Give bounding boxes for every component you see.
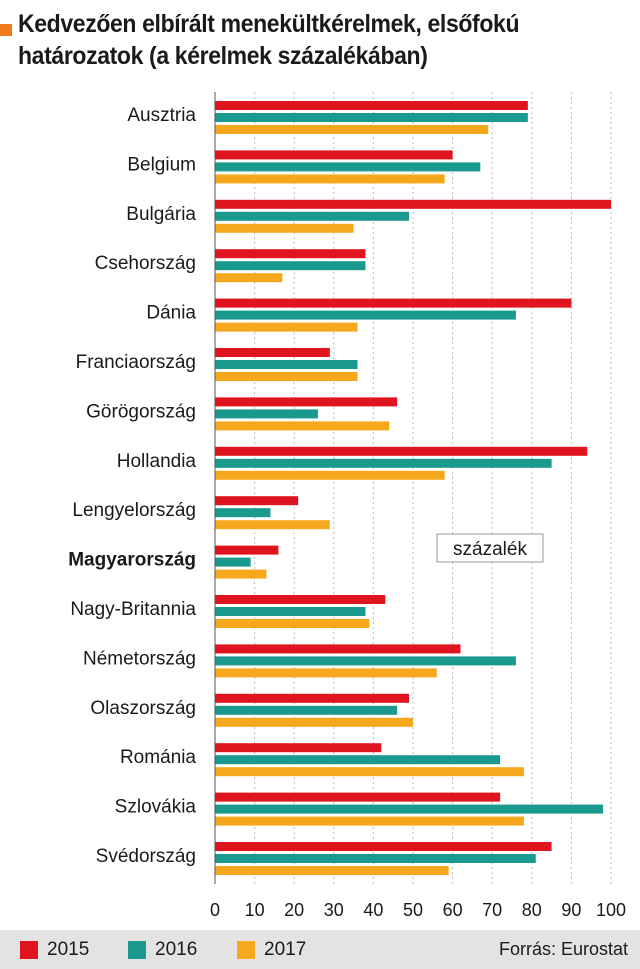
bar-2016-7 [215, 458, 552, 468]
chart-title: Kedvezően elbírált menekültkérelmek, els… [18, 10, 520, 70]
category-label: Ausztria [127, 105, 196, 126]
bar-2016-4 [215, 310, 516, 320]
bar-chart: Ausztria Belgium Bulgária Csehország Dánia Fr… [68, 92, 626, 920]
category-label: Svédország [96, 846, 196, 867]
bar-2016-14 [215, 804, 604, 814]
bar-2016-13 [215, 755, 501, 765]
bar-2015-9 [215, 545, 279, 555]
bar-2015-8 [215, 496, 299, 506]
bar-2016-0 [215, 113, 528, 122]
bar-2017-13 [215, 767, 524, 777]
bar-2017-12 [215, 717, 413, 727]
bar-2016-3 [215, 261, 366, 271]
bar-2017-15 [215, 866, 449, 875]
bar-2016-8 [215, 508, 271, 518]
category-label: Franciaország [76, 352, 196, 373]
x-tick-label: 60 [443, 900, 463, 920]
bar-2017-14 [215, 816, 524, 826]
category-label: Németország [83, 648, 196, 669]
x-tick-label: 80 [522, 900, 542, 920]
legend-item-2017: 2017 [237, 930, 306, 969]
legend-swatch-2015 [20, 940, 38, 959]
bar-2015-2 [215, 199, 611, 209]
legend-label-2017: 2017 [264, 938, 307, 960]
category-label: Románia [120, 747, 196, 768]
category-label: Hollandia [117, 451, 197, 472]
bar-2016-11 [215, 656, 516, 666]
bar-2016-2 [215, 211, 410, 221]
bar-2017-4 [215, 322, 358, 332]
bar-2015-1 [215, 150, 453, 160]
legend-item-2016: 2016 [128, 930, 197, 969]
bar-2015-0 [215, 101, 528, 110]
bar-2017-2 [215, 223, 354, 233]
category-label: Belgium [127, 154, 196, 175]
legend-swatch-2017 [237, 940, 255, 959]
x-tick-label: 90 [561, 900, 581, 920]
legend-item-2015: 2015 [20, 930, 89, 969]
legend-label-2015: 2015 [47, 938, 90, 960]
x-tick-label: 100 [596, 900, 626, 920]
unit-label: százalék [453, 539, 527, 560]
bar-2015-4 [215, 298, 572, 308]
x-tick-label: 10 [245, 900, 265, 920]
legend-swatch-2016 [128, 940, 146, 959]
bar-2016-9 [215, 557, 251, 567]
x-tick-label: 70 [482, 900, 502, 920]
unit-box [436, 533, 544, 563]
bar-2017-11 [215, 668, 437, 678]
source-note: Forrás: Eurostat [498, 939, 628, 959]
x-tick-label: 50 [403, 900, 423, 920]
bar-2017-7 [215, 470, 445, 480]
x-tick-label: 20 [284, 900, 304, 920]
category-label: Magyarország [68, 550, 196, 571]
x-tick-label: 0 [210, 900, 220, 920]
category-label: Dánia [146, 303, 196, 324]
bar-2016-10 [215, 607, 366, 616]
bar-2016-12 [215, 705, 398, 715]
bar-2016-6 [215, 409, 318, 419]
bar-2015-6 [215, 397, 398, 407]
bar-2015-11 [215, 644, 461, 654]
bar-2017-0 [215, 125, 489, 134]
x-tick-label: 40 [363, 900, 383, 920]
category-label: Görögország [86, 401, 196, 422]
bar-2017-8 [215, 520, 330, 530]
bar-2017-9 [215, 569, 267, 579]
bar-2015-3 [215, 249, 366, 259]
bar-2016-1 [215, 162, 481, 172]
x-tick-label: 30 [324, 900, 344, 920]
bar-2017-10 [215, 619, 370, 628]
bar-2017-6 [215, 421, 390, 431]
bar-2016-15 [215, 854, 536, 863]
bar-2016-5 [215, 360, 358, 369]
category-label: Csehország [95, 253, 196, 274]
title-marker [0, 24, 12, 36]
category-label: Lengyelország [72, 500, 196, 521]
bar-2015-14 [215, 792, 501, 802]
bar-2015-5 [215, 348, 330, 357]
category-label: Olaszország [90, 698, 196, 719]
chart-footer: 2015 2016 2017 Forrás: Eurostat [0, 930, 640, 969]
legend-label-2016: 2016 [155, 938, 198, 960]
bar-2017-1 [215, 174, 445, 184]
bar-2017-5 [215, 372, 358, 381]
bar-2015-7 [215, 446, 588, 456]
bar-2015-13 [215, 743, 382, 753]
bar-2015-12 [215, 693, 410, 703]
category-label: Szlovákia [115, 797, 197, 818]
category-label: Bulgária [126, 204, 196, 225]
bar-2015-10 [215, 595, 386, 604]
bar-2017-3 [215, 273, 283, 283]
category-label: Nagy-Britannia [70, 599, 196, 620]
bar-2015-15 [215, 842, 552, 851]
